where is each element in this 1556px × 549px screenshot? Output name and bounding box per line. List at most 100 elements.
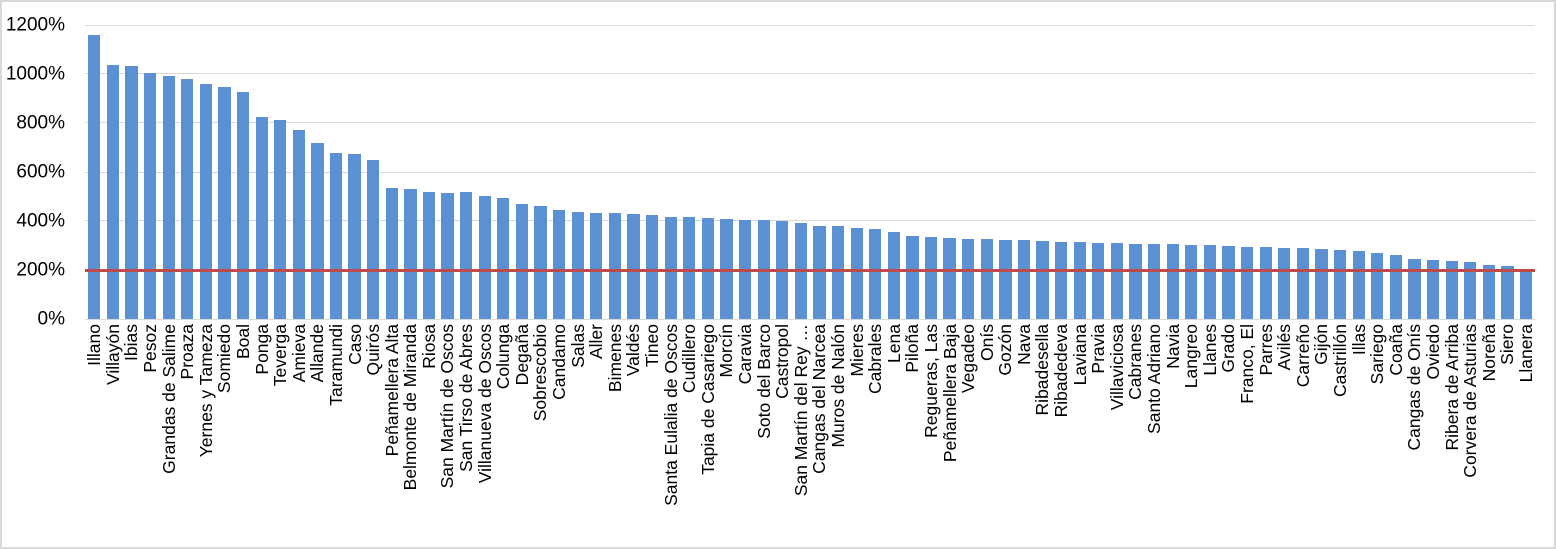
bar-Santo Adriano (1148, 244, 1161, 319)
bar-Illano (88, 34, 101, 319)
x-tick-slot: Villanueva de Oscos (475, 324, 495, 483)
x-tick-slot: Cabrales (865, 324, 885, 394)
x-tick-label: Coaña (1385, 324, 1406, 376)
bar-slot (1108, 25, 1127, 319)
bar-Navia (1166, 244, 1179, 319)
x-tick-label: Soto del Barco (753, 324, 774, 439)
bar-slot (85, 25, 104, 319)
x-tick-slot: Caravia (735, 324, 755, 384)
bar-Cangas de Onís (1408, 259, 1421, 319)
bar-slot (494, 25, 513, 319)
x-tick-label: Pravia (1088, 324, 1109, 374)
bar-slot (866, 25, 885, 319)
bar-Sobrescobio (534, 205, 547, 319)
x-tick-slot: Laviana (1070, 324, 1090, 385)
bar-slot (1461, 25, 1480, 319)
bar-Villaviciosa (1110, 243, 1124, 319)
bar-slot (1275, 25, 1294, 319)
x-tick-slot: Ribadedeva (1051, 324, 1071, 417)
bar-slot (1517, 25, 1536, 319)
x-tick-label: Teverga (270, 324, 291, 387)
x-tick-slot: Villaviciosa (1107, 324, 1127, 410)
x-tick-slot: Belmonte de Miranda (400, 324, 420, 490)
x-tick-slot: Grandas de Salime (158, 324, 179, 474)
bar-Villayón (106, 65, 120, 319)
bar-Nava (1017, 240, 1031, 319)
x-tick-label: Castrillón (1329, 324, 1350, 397)
gridline (85, 220, 1535, 222)
x-tick-slot: Castropol (772, 324, 792, 399)
x-tick-slot: Morcín (716, 324, 736, 377)
x-tick-slot: Mieres (847, 324, 867, 377)
bar-Tineo (645, 215, 659, 319)
x-axis: Illano Villayón Ibias Pesoz Grandas de Salim… (84, 324, 1536, 547)
x-tick-label: Grandas de Salime (158, 324, 179, 474)
bar-slot (1219, 25, 1238, 319)
bar-Castrillón (1333, 250, 1347, 319)
x-tick-slot: Taramundi (326, 324, 346, 406)
bar-slot (1405, 25, 1424, 319)
x-tick-slot: San Tirso de Abres (456, 324, 476, 472)
bar-slot (680, 25, 699, 319)
bar-Taramundi (329, 152, 343, 319)
bar-slot (401, 25, 420, 319)
bar-slot (661, 25, 680, 319)
x-tick-slot: Amieva (288, 324, 309, 383)
x-tick-label: Pesoz (139, 324, 160, 373)
bar-slot (587, 25, 606, 319)
bar-Bimenes (608, 213, 622, 319)
bar-Pravia (1092, 242, 1105, 319)
bar-Ribadedeva (1055, 241, 1068, 319)
x-tick-label: Navia (1162, 324, 1183, 369)
x-tick-slot: Cangas de Onís (1404, 324, 1424, 450)
bar-slot (1201, 25, 1220, 319)
bar-Proaza (181, 79, 194, 319)
bar-Llanera (1519, 270, 1533, 319)
x-tick-label: Valdés (623, 324, 644, 377)
bar-Franco, El (1240, 246, 1254, 319)
bar-slot (457, 25, 476, 319)
x-tick-label: Colunga (493, 324, 514, 390)
y-tick-label: 200% (16, 259, 65, 281)
x-tick-slot: Piloña (902, 324, 922, 373)
x-tick-slot: Navia (1162, 324, 1183, 369)
x-tick-label: Peñamellera Alta (381, 324, 402, 457)
x-tick-slot: Riosa (419, 324, 439, 369)
x-tick-label: Llanera (1515, 324, 1536, 383)
bar-Corvera de Asturias (1464, 262, 1477, 319)
x-tick-label: Gozón (995, 324, 1016, 376)
bar-slot (847, 25, 866, 319)
x-tick-slot: Pravia (1088, 324, 1109, 374)
bar-Cangas del Narcea (813, 225, 826, 319)
x-tick-slot: Lena (884, 324, 904, 363)
bar-slot (978, 25, 997, 319)
bar-slot (829, 25, 848, 319)
x-tick-slot: Muros de Nalón (828, 324, 848, 448)
bar-slot (531, 25, 550, 319)
x-tick-label: Siero (1497, 324, 1518, 365)
bar-Salas (571, 211, 584, 319)
x-tick-slot: Sariego (1367, 324, 1387, 384)
bar-slot (1387, 25, 1406, 319)
bar-slot (1498, 25, 1517, 319)
bar-Somiedo (218, 87, 231, 319)
bar-slot (1349, 25, 1368, 319)
bar-Quirós (367, 160, 380, 319)
bar-slot (792, 25, 811, 319)
x-tick-slot: Noreña (1478, 324, 1499, 382)
bar-Avilés (1278, 247, 1291, 319)
bar-slot (940, 25, 959, 319)
x-tick-slot: San Martín de Oscos (437, 324, 457, 488)
bar-slot (1052, 25, 1071, 319)
x-tick-slot: Illas (1349, 324, 1369, 355)
bar-Yernes y Tameza (199, 84, 212, 319)
bar-Villanueva de Oscos (478, 195, 491, 319)
x-tick-label: Amieva (288, 324, 309, 383)
x-tick-label: Noreña (1478, 324, 1499, 382)
x-tick-slot: Somiedo (214, 324, 234, 393)
bar-slot (754, 25, 773, 319)
bar-slot (104, 25, 123, 319)
x-tick-slot: Ribera de Arriba (1442, 324, 1462, 450)
bar-Oviedo (1426, 260, 1440, 319)
